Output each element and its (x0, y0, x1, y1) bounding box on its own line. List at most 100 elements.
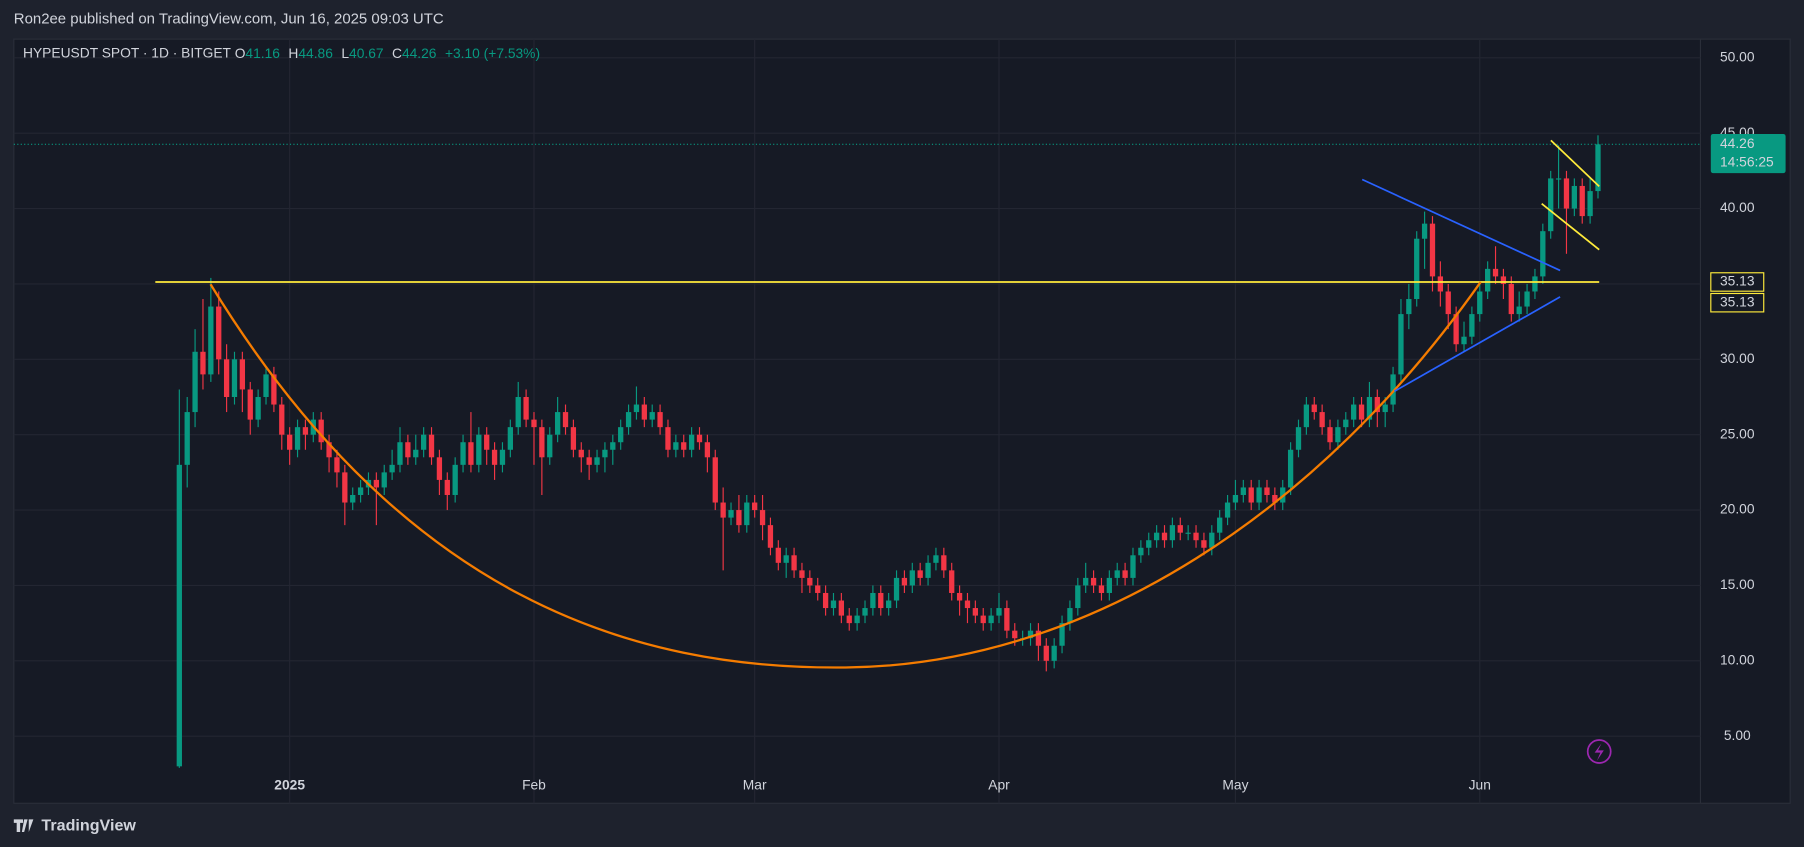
candle-body (420, 434, 427, 450)
candle-body (610, 442, 616, 450)
candle-body (381, 472, 387, 488)
candle-body (1185, 532, 1191, 534)
x-tick-label: Feb (522, 778, 546, 793)
candle-body (791, 555, 797, 571)
candle-body (1335, 427, 1341, 443)
candle-body (342, 472, 348, 503)
candle-body (318, 419, 324, 443)
candle-body (1540, 231, 1546, 277)
candle-body (1477, 291, 1483, 315)
candle-body (1429, 223, 1436, 277)
candle-body (586, 457, 592, 465)
candle-body (602, 449, 608, 458)
symbol: HYPEUSDT SPOT · 1D · BITGET (23, 46, 232, 61)
candle-body (1579, 185, 1585, 217)
candle-body (759, 510, 766, 526)
legend-change: +3.10 (+7.53%) (445, 46, 540, 61)
candle-body (1146, 540, 1152, 548)
candle-body (1287, 449, 1294, 488)
cup-curve (209, 281, 1482, 669)
candle-body (1445, 291, 1451, 315)
candle-body (1303, 404, 1310, 428)
candle-body (405, 442, 411, 458)
alert-icon-bolt (1594, 743, 1604, 761)
header: Ron2ee published on TradingView.com, Jun… (14, 11, 444, 28)
legend-value: 44.86 (298, 46, 333, 61)
candle-body (476, 434, 482, 465)
candle-body (846, 615, 852, 624)
candle-body (531, 419, 537, 428)
y-tick-label: 10.00 (1720, 652, 1755, 667)
candle-body (949, 570, 955, 593)
candle-body (1004, 608, 1010, 631)
candle-body (578, 449, 584, 458)
candle-body (444, 479, 450, 495)
candle-body (728, 510, 734, 518)
candle-body (1500, 276, 1507, 284)
candle-body (397, 442, 403, 465)
candle-body (1138, 547, 1144, 556)
candle-body (1485, 268, 1491, 292)
y-tick-label: 50.00 (1720, 49, 1755, 64)
candle-body (523, 397, 529, 420)
candle-body (413, 449, 419, 458)
candle-body (570, 427, 577, 450)
y-tick-label: 5.00 (1724, 728, 1751, 743)
candle-body (1106, 577, 1112, 593)
candle-body (1366, 397, 1373, 420)
candle-body (925, 562, 931, 578)
logo-mark (13, 819, 34, 833)
candle-body (1090, 577, 1097, 586)
candle-body (1406, 299, 1412, 315)
candle-body (736, 510, 742, 526)
candle-body (1414, 238, 1420, 300)
candle-body (901, 577, 908, 586)
candle-body (1421, 223, 1428, 239)
candle-body (373, 479, 380, 488)
y-tick-label: 30.00 (1720, 351, 1755, 366)
candle-body (200, 351, 206, 375)
candle-body (1492, 268, 1499, 277)
candle-body (460, 442, 466, 465)
candle-body (1264, 487, 1270, 495)
candle-body (1343, 419, 1349, 428)
candle-body (1532, 276, 1538, 292)
candle-body (941, 555, 947, 571)
candle-body (1508, 283, 1514, 315)
legend-key: H (288, 46, 298, 61)
candle-body (1571, 185, 1577, 209)
candle-body (1059, 623, 1065, 646)
trend-line (1361, 178, 1561, 272)
candle-body (1587, 191, 1593, 217)
logo-text: TradingView (41, 817, 136, 835)
x-tick-label: 2025 (274, 778, 305, 793)
legend: HYPEUSDT SPOT · 1D · BITGET O41.16 H44.8… (23, 46, 540, 61)
candle-body (775, 547, 781, 563)
candle-body (712, 457, 718, 503)
level-label-box (1710, 292, 1765, 313)
price-labels: 5.0010.0015.0020.0025.0030.0035.0040.004… (274, 49, 1786, 793)
candle-body (1130, 555, 1136, 578)
candle-body (807, 577, 813, 586)
legend-key: C (392, 46, 402, 61)
candle-body (1114, 570, 1120, 578)
y-tick-label: 15.00 (1720, 577, 1755, 592)
candle-body (838, 600, 845, 616)
candle-body (1555, 178, 1562, 180)
candle-body (1319, 412, 1325, 428)
candle-body (271, 374, 277, 405)
candle-body (1595, 144, 1601, 192)
candle-body (972, 608, 978, 616)
candle-body (1035, 630, 1042, 646)
candle-body (618, 427, 624, 443)
candles (13, 135, 1701, 768)
candle-body (1453, 314, 1459, 345)
candle-body (704, 442, 711, 458)
alert-icon[interactable] (1586, 739, 1612, 764)
flag-line (1550, 139, 1600, 188)
candle-body (1311, 404, 1317, 413)
candle-body (302, 427, 309, 435)
candle-body (1153, 532, 1160, 541)
candle-body (208, 306, 214, 375)
candle-body (357, 487, 364, 495)
